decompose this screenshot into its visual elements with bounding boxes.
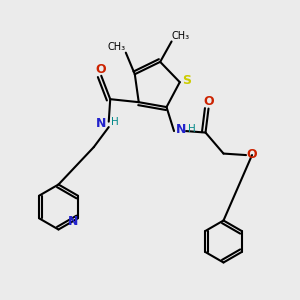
Text: CH₃: CH₃ <box>172 31 190 41</box>
Text: H: H <box>112 117 119 127</box>
Text: S: S <box>182 74 191 87</box>
Text: N: N <box>176 123 186 136</box>
Text: H: H <box>188 124 195 134</box>
Text: O: O <box>246 148 257 161</box>
Text: O: O <box>95 63 106 76</box>
Text: N: N <box>96 117 106 130</box>
Text: O: O <box>204 95 214 109</box>
Text: CH₃: CH₃ <box>108 42 126 52</box>
Text: N: N <box>68 215 78 228</box>
